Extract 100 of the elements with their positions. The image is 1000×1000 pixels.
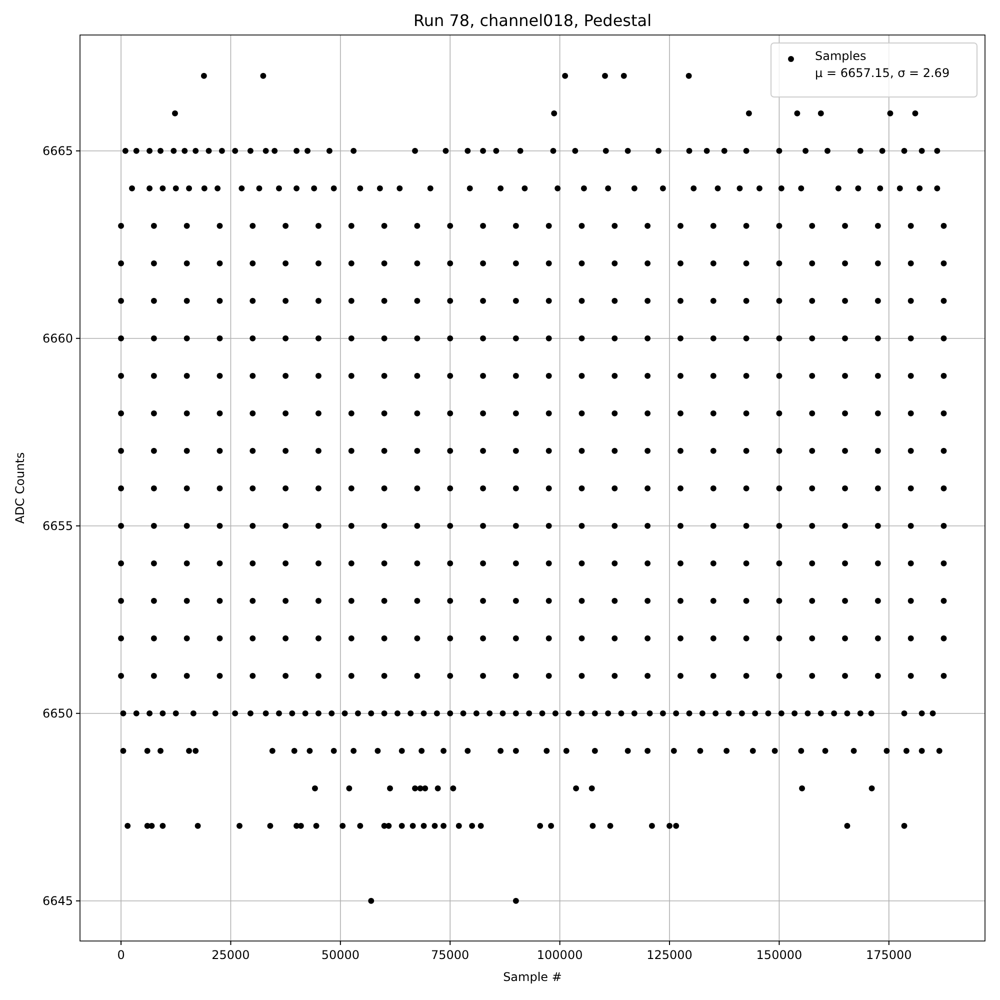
point: [602, 148, 609, 154]
point: [216, 372, 223, 379]
point: [644, 410, 651, 416]
point: [216, 260, 223, 266]
point: [414, 260, 420, 266]
point: [842, 260, 848, 266]
point: [776, 560, 782, 566]
point: [381, 298, 388, 304]
point: [276, 710, 282, 716]
point: [901, 148, 908, 154]
point: [612, 410, 618, 416]
point: [447, 560, 454, 566]
point: [612, 448, 618, 454]
point: [677, 260, 684, 266]
point: [546, 298, 552, 304]
point: [315, 335, 322, 342]
point: [750, 748, 756, 754]
point: [192, 148, 199, 154]
point: [940, 672, 947, 679]
point: [677, 448, 684, 454]
point: [578, 298, 585, 304]
point: [546, 522, 552, 529]
point: [677, 485, 684, 492]
point: [792, 710, 798, 716]
point: [677, 522, 684, 529]
x-axis-title: Sample #: [503, 970, 562, 984]
point: [326, 148, 332, 154]
point: [282, 298, 289, 304]
point: [124, 822, 131, 829]
point: [710, 522, 716, 529]
point: [743, 672, 750, 679]
point: [908, 222, 914, 229]
point: [590, 822, 596, 829]
point: [184, 560, 190, 566]
point: [128, 185, 135, 192]
point: [315, 672, 322, 679]
point: [884, 748, 890, 754]
point: [710, 560, 716, 566]
point: [940, 335, 947, 342]
point: [398, 748, 405, 754]
point: [150, 598, 157, 604]
point: [480, 448, 486, 454]
point: [778, 710, 784, 716]
point: [206, 148, 212, 154]
point: [592, 710, 598, 716]
point: [544, 748, 550, 754]
point: [408, 710, 414, 716]
point: [546, 222, 552, 229]
point: [612, 335, 618, 342]
point: [466, 185, 473, 192]
point: [348, 298, 354, 304]
point: [118, 260, 124, 266]
point: [486, 710, 493, 716]
point: [473, 710, 480, 716]
point: [901, 822, 908, 829]
point: [422, 785, 428, 792]
point: [434, 785, 441, 792]
point: [381, 335, 388, 342]
point: [940, 635, 947, 642]
point: [612, 560, 618, 566]
point: [480, 222, 486, 229]
point: [414, 298, 420, 304]
point: [842, 298, 848, 304]
point: [315, 522, 322, 529]
point: [480, 485, 486, 492]
point: [420, 822, 427, 829]
point: [381, 372, 388, 379]
point: [312, 785, 318, 792]
point: [631, 185, 638, 192]
point: [936, 748, 942, 754]
point: [216, 598, 223, 604]
point: [818, 710, 824, 716]
point: [802, 148, 809, 154]
point: [818, 110, 824, 116]
point: [427, 185, 434, 192]
point: [216, 410, 223, 416]
x-tick-label: 25000: [212, 948, 250, 962]
point: [186, 748, 192, 754]
point: [554, 185, 561, 192]
point: [418, 748, 425, 754]
point: [809, 335, 816, 342]
point: [756, 185, 762, 192]
point: [874, 298, 881, 304]
point: [313, 822, 320, 829]
point: [120, 748, 126, 754]
point: [357, 185, 364, 192]
point: [394, 710, 400, 716]
point: [464, 148, 471, 154]
point: [940, 522, 947, 529]
point: [342, 710, 348, 716]
point: [578, 260, 585, 266]
point: [250, 598, 256, 604]
point: [602, 72, 608, 79]
y-axis-title: ADC Counts: [13, 452, 27, 524]
point: [348, 448, 354, 454]
point: [710, 672, 716, 679]
point: [414, 372, 420, 379]
x-tick-label: 100000: [536, 948, 583, 962]
point: [710, 448, 716, 454]
point: [150, 485, 157, 492]
